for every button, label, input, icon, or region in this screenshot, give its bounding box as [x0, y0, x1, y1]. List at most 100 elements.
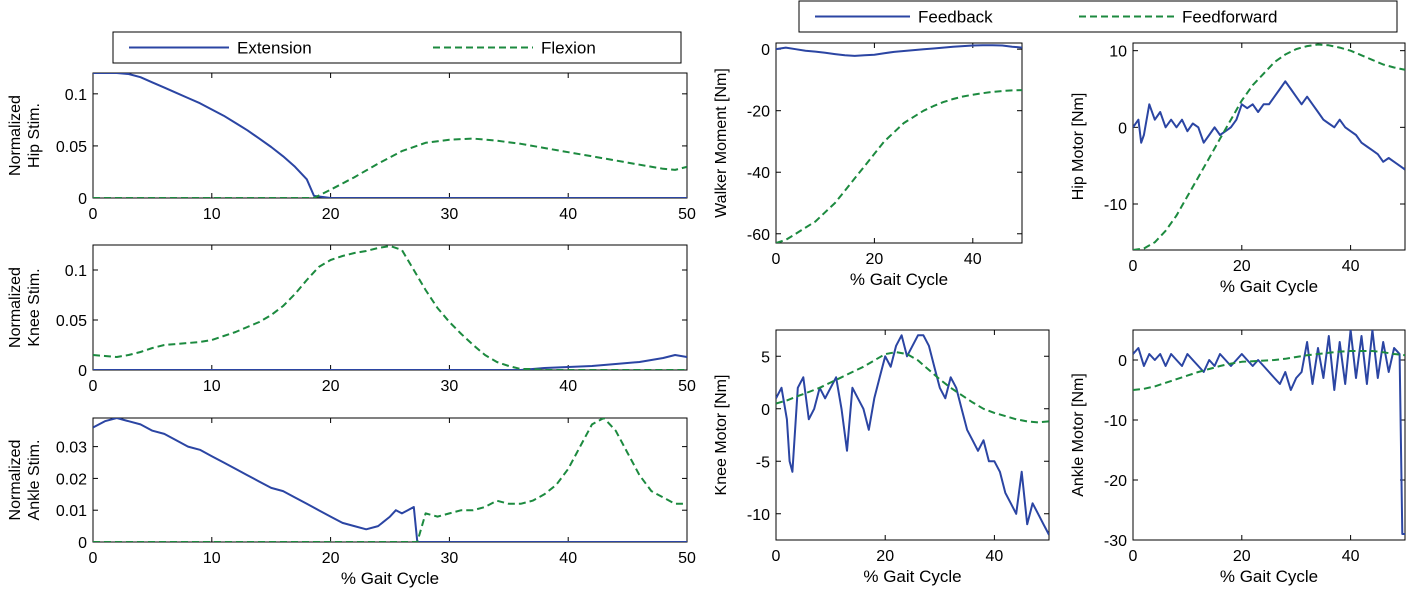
series-group-ankle-motor: [1133, 330, 1405, 535]
series-group-ankle-stim: [93, 418, 687, 542]
y-tick-label-hip-motor-0: -10: [1104, 197, 1127, 214]
plot-ankle-motor: 0 20 40 -30 -20 -10 0 Ankle Motor [Nm] % Gait Cy…: [1070, 329, 1406, 586]
legend-stim: Extension Flexion: [112, 31, 682, 64]
series-line-knee-motor-feedforward: [776, 351, 1049, 424]
x-tick-label-ankle-stim-2: 20: [322, 550, 340, 567]
x-axis-label-hip-motor: % Gait Cycle: [1220, 277, 1318, 296]
series-line-ankle-motor-feedforward: [1133, 350, 1405, 391]
x-axis-label-ankle-stim: % Gait Cycle: [341, 569, 439, 588]
y-axis-label-ankle-stim: Normalized Ankle Stim.: [7, 440, 43, 521]
x-tick-label-walker-moment-2: 40: [964, 251, 982, 268]
x-tick-label-knee-stim-0: 0: [89, 378, 98, 395]
x-tick-label-walker-moment-0: 0: [772, 251, 781, 268]
axes-box-knee-motor: [775, 329, 1050, 541]
x-tick-label-knee-stim-1: 10: [203, 378, 221, 395]
plot-walker-moment: 0 20 40 -60 -40 -20 0 Walker Moment [Nm] % Gait …: [713, 42, 1023, 289]
y-tick-label-hip-motor-2: 10: [1109, 44, 1127, 61]
x-tick-label-hip-motor-0: 0: [1129, 258, 1138, 275]
x-tick-label-hip-motor-1: 20: [1233, 258, 1251, 275]
x-tick-label-knee-motor-1: 20: [876, 548, 894, 565]
y-tick-label-ankle-stim-2: 0.02: [56, 471, 87, 488]
series-group-knee-stim: [93, 245, 687, 370]
axes-box-walker-moment: [775, 42, 1023, 244]
series-group-walker-moment: [776, 44, 1022, 243]
x-tick-label-ankle-motor-2: 40: [1342, 548, 1360, 565]
x-tick-label-knee-motor-0: 0: [772, 548, 781, 565]
y-axis-label-hip-motor: Hip Motor [Nm]: [1070, 93, 1087, 201]
series-line-knee-stim-flexion: [93, 245, 687, 370]
series-line-walker-moment-feedforward: [776, 89, 1022, 243]
legend-label-flexion: Flexion: [541, 39, 596, 58]
y-tick-label-knee-stim-0: 0: [78, 363, 87, 380]
y-axis-label-knee-motor: Knee Motor [Nm]: [713, 375, 730, 496]
x-tick-label-hip-stim-0: 0: [89, 206, 98, 223]
x-tick-label-hip-stim-3: 30: [441, 206, 459, 223]
y-axis-label-walker-moment: Walker Moment [Nm]: [713, 68, 730, 218]
series-line-ankle-motor-feedback: [1133, 330, 1405, 535]
series-line-knee-motor-feedback: [776, 334, 1049, 536]
y-axis-label-knee-stim: Normalized Knee Stim.: [7, 267, 43, 348]
x-tick-label-hip-motor-2: 40: [1342, 258, 1360, 275]
y-tick-label-hip-stim-1: 0.05: [56, 139, 87, 156]
x-tick-label-knee-motor-2: 40: [986, 548, 1004, 565]
x-tick-label-ankle-stim-3: 30: [441, 550, 459, 567]
y-tick-label-knee-motor-0: -10: [747, 507, 770, 524]
x-tick-label-hip-stim-4: 40: [559, 206, 577, 223]
series-group-hip-motor: [1133, 43, 1405, 250]
y-tick-label-walker-moment-2: -20: [747, 104, 770, 121]
x-tick-label-ankle-motor-0: 0: [1129, 548, 1138, 565]
y-tick-label-ankle-motor-0: -30: [1104, 533, 1127, 550]
series-group-hip-stim: [93, 73, 687, 198]
series-line-hip-stim-extension: [93, 73, 687, 198]
x-tick-label-hip-stim-2: 20: [322, 206, 340, 223]
x-tick-label-ankle-stim-1: 10: [203, 550, 221, 567]
plot-hip-stim: 0 10 20 30 40 50 0 0.05 0.1 Normalized Hip Stim.: [7, 72, 696, 223]
y-tick-label-hip-motor-1: 0: [1118, 120, 1127, 137]
x-tick-label-knee-stim-2: 20: [322, 378, 340, 395]
x-axis-label-ankle-motor: % Gait Cycle: [1220, 567, 1318, 586]
y-tick-label-knee-motor-2: 0: [761, 402, 770, 419]
y-tick-label-hip-stim-2: 0.1: [65, 87, 87, 104]
series-line-ankle-stim-flexion: [93, 418, 687, 542]
x-tick-label-hip-stim-1: 10: [203, 206, 221, 223]
y-tick-label-walker-moment-0: -60: [747, 227, 770, 244]
x-axis-label-knee-motor: % Gait Cycle: [863, 567, 961, 586]
series-line-hip-motor-feedback: [1133, 80, 1405, 171]
axes-box-ankle-motor: [1132, 329, 1406, 541]
y-tick-label-knee-motor-1: -5: [756, 454, 770, 471]
axes-box-hip-motor: [1132, 42, 1406, 251]
x-tick-label-ankle-motor-1: 20: [1233, 548, 1251, 565]
plot-ankle-stim: 0 10 20 30 40 50 0 0.01 0.02 0.03 Normalized Ankle …: [7, 417, 696, 588]
y-tick-label-ankle-stim-1: 0.01: [56, 503, 87, 520]
series-line-knee-stim-extension: [93, 354, 687, 370]
y-axis-label-hip-stim: Normalized Hip Stim.: [7, 95, 43, 176]
x-tick-label-ankle-stim-0: 0: [89, 550, 98, 567]
y-tick-label-knee-stim-2: 0.1: [65, 263, 87, 280]
x-tick-label-ankle-stim-5: 50: [678, 550, 696, 567]
y-tick-label-ankle-motor-3: 0: [1118, 353, 1127, 370]
y-tick-label-ankle-motor-1: -20: [1104, 473, 1127, 490]
axes-box-hip-stim: [92, 72, 688, 199]
legend-motor: Feedback Feedforward: [798, 0, 1398, 33]
series-line-hip-motor-feedforward: [1133, 43, 1405, 250]
plot-knee-motor: 0 20 40 -10 -5 0 5 Knee Motor [Nm] % Gait Cycle: [713, 329, 1050, 586]
legend-label-extension: Extension: [237, 39, 312, 58]
axes-box-knee-stim: [92, 244, 688, 371]
series-line-ankle-stim-extension: [93, 418, 687, 542]
x-tick-label-knee-stim-5: 50: [678, 378, 696, 395]
x-tick-label-knee-stim-4: 40: [559, 378, 577, 395]
y-tick-label-walker-moment-1: -40: [747, 165, 770, 182]
x-axis-label-walker-moment: % Gait Cycle: [850, 270, 948, 289]
y-axis-label-ankle-motor: Ankle Motor [Nm]: [1070, 373, 1087, 497]
series-line-walker-moment-feedback: [776, 44, 1022, 57]
legend-label-feedforward: Feedforward: [1182, 8, 1277, 27]
plots-group: 0 10 20 30 40 50 0 0.05 0.1 Normalized Hip Stim. 0 1…: [7, 42, 1406, 588]
y-tick-label-ankle-motor-2: -10: [1104, 413, 1127, 430]
axes-box-ankle-stim: [92, 417, 688, 543]
y-tick-label-ankle-stim-3: 0.03: [56, 440, 87, 457]
x-tick-label-walker-moment-1: 20: [866, 251, 884, 268]
y-tick-label-ankle-stim-0: 0: [78, 535, 87, 552]
legend-label-feedback: Feedback: [918, 8, 993, 27]
plot-hip-motor: 0 20 40 -10 0 10 Hip Motor [Nm] % Gait Cycle: [1070, 42, 1406, 296]
